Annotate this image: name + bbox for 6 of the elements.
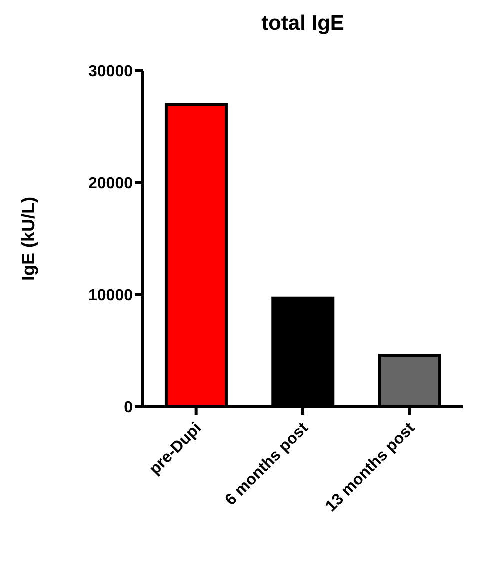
y-tick-label: 20000 [88, 176, 134, 193]
chart-title: total IgE [260, 12, 346, 36]
y-tick-label: 30000 [88, 64, 134, 81]
y-tick-label: 10000 [88, 288, 134, 305]
y-tick-label: 0 [124, 400, 134, 417]
y-axis-title: IgE (kU/L) [18, 196, 38, 281]
